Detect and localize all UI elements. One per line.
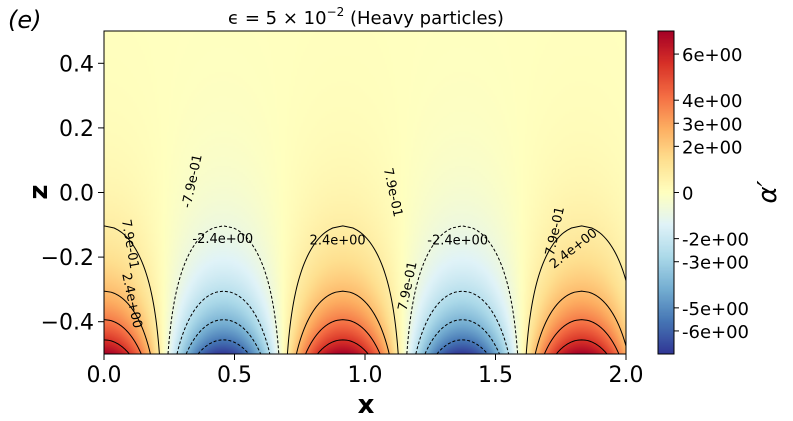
contour-pos-7-0 — [104, 339, 130, 354]
x-tick-label-4: 2.0 — [609, 363, 644, 388]
chart-title: ϵ = 5 × 10−2 (Heavy particles) — [228, 5, 504, 29]
y-tick-label-4: −0.4 — [41, 311, 94, 336]
contour-neg-3--1 — [0, 226, 40, 354]
contour-neg-0--1 — [0, 340, 10, 354]
x-tick-label-1: 0.5 — [217, 363, 252, 388]
colorbar-tick-label-4: 0 — [682, 184, 693, 205]
x-axis-ticks: 0.0 0.5 1.0 1.5 2.0 — [87, 354, 644, 388]
contour-lines — [0, 225, 626, 354]
y-tick-label-2: 0.0 — [59, 182, 94, 207]
x-tick-label-3: 1.5 — [478, 363, 513, 388]
y-tick-label-3: −0.2 — [41, 246, 94, 271]
y-tick-label-0: 0.4 — [59, 52, 94, 77]
contour-neg-2-1 — [415, 290, 510, 354]
colorbar-tick-label-8: -6e+00 — [682, 322, 749, 343]
contour-pos-6-0 — [104, 319, 142, 354]
colorbar-tick-label-7: -5e+00 — [682, 299, 749, 320]
contour-pos-4-0 — [104, 225, 160, 354]
x-tick-label-0: 0.0 — [87, 363, 122, 388]
colorbar-tick-label-6: -3e+00 — [682, 253, 749, 274]
colorbar-tick-label-0: 6e+00 — [682, 45, 743, 66]
colorbar-label: α′ — [753, 180, 783, 203]
contour-neg-0-0 — [197, 339, 250, 354]
contour-pos-5-2 — [534, 290, 626, 354]
contour-label-3: -2.4e+00 — [192, 232, 253, 247]
colorbar-gradient — [658, 31, 674, 354]
panel-label: (e) — [8, 6, 42, 34]
y-axis-ticks: 0.4 0.2 0.0 −0.2 −0.4 — [41, 52, 104, 336]
title-suffix: (Heavy particles) — [344, 8, 504, 29]
contour-pos-7-1 — [317, 339, 369, 354]
contour-neg-1-0 — [185, 319, 262, 354]
contour-pos-4-1 — [286, 225, 399, 354]
colorbar-tick-label-5: -2e+00 — [682, 230, 749, 251]
contour-label-6: -2.4e+00 — [427, 234, 488, 249]
contour-neg-2--1 — [0, 291, 31, 354]
title-prefix: ϵ = 5 × 10 — [228, 8, 326, 29]
contour-pos-7-2 — [555, 339, 608, 354]
y-axis-label: z — [24, 184, 54, 199]
contour-pos-5-1 — [295, 290, 390, 354]
contour-neg-1-1 — [424, 319, 500, 354]
colorbar-tick-label-1: 4e+00 — [682, 91, 743, 112]
contour-neg-3-0 — [167, 225, 280, 354]
contour-pos-6-2 — [543, 319, 620, 354]
contour-pos-5-0 — [104, 290, 151, 354]
title-exponent: −2 — [327, 5, 345, 19]
contour-neg-1--1 — [0, 320, 22, 354]
colorbar-tick-label-2: 3e+00 — [682, 114, 743, 135]
contour-pos-6-1 — [305, 319, 381, 354]
y-tick-label-1: 0.2 — [59, 117, 94, 142]
contour-neg-3-1 — [406, 225, 519, 354]
heatmap-field — [104, 31, 626, 354]
x-tick-label-2: 1.0 — [348, 363, 383, 388]
x-axis-label: x — [358, 390, 375, 420]
contour-label-4: 2.4e+00 — [310, 234, 366, 249]
colorbar-tick-label-3: 2e+00 — [682, 137, 743, 158]
contour-neg-0-1 — [436, 339, 488, 354]
contour-neg-2-0 — [176, 290, 271, 354]
contour-pos-4-2 — [525, 225, 626, 354]
